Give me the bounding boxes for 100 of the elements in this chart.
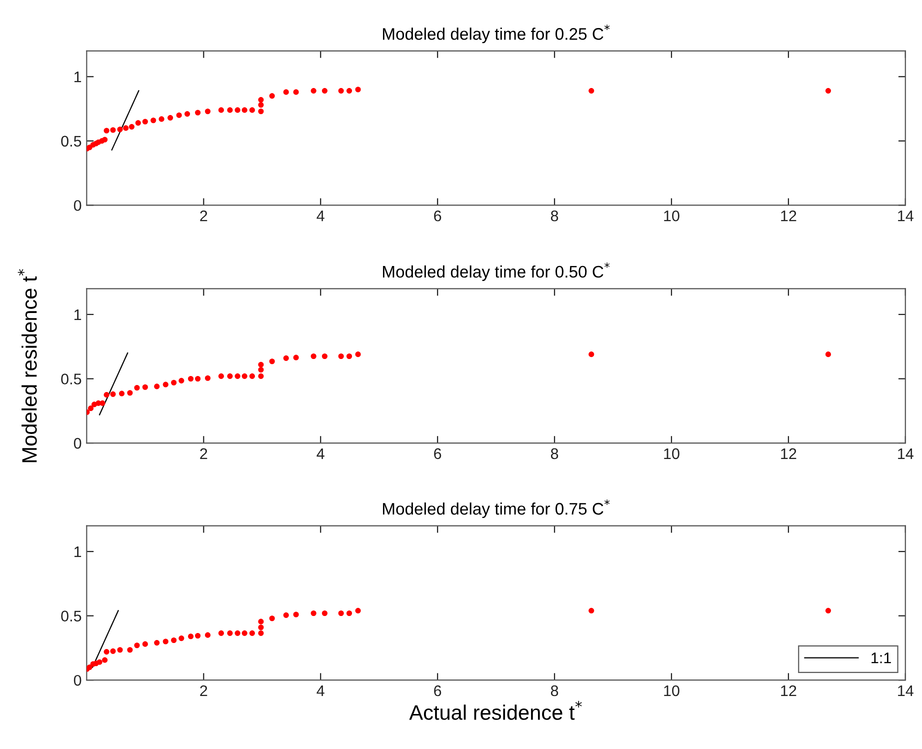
x-tick-label: 14	[898, 686, 914, 696]
x-axis-title: Actual residence t$^{*}$	[409, 700, 582, 720]
point	[96, 659, 102, 665]
point	[355, 608, 361, 614]
y-tick-label: 0.5	[61, 610, 82, 622]
x-tick-label: 4	[316, 210, 324, 222]
point	[322, 610, 328, 616]
point	[293, 89, 299, 95]
point	[134, 642, 140, 648]
point	[178, 378, 184, 384]
point	[128, 124, 134, 130]
point	[258, 630, 264, 636]
point	[346, 610, 352, 616]
point	[249, 373, 255, 379]
point	[269, 358, 275, 364]
point	[588, 352, 594, 358]
point	[293, 612, 299, 618]
point	[283, 355, 289, 361]
point	[168, 115, 174, 121]
point	[227, 373, 233, 379]
y-tick-label: 0.5	[61, 374, 82, 384]
point	[258, 102, 264, 108]
point	[283, 612, 289, 618]
point	[227, 107, 233, 113]
y-tick-label: 1	[74, 309, 82, 320]
point	[142, 118, 148, 124]
x-tick-label: 12	[781, 685, 796, 696]
x-tick-label: 6	[434, 448, 442, 460]
point	[242, 107, 248, 113]
point	[242, 630, 248, 636]
point	[355, 352, 361, 358]
y-tick-label: 1	[74, 546, 82, 558]
point	[258, 362, 264, 368]
x-tick-label: 10	[664, 685, 680, 696]
y-tick-label: 0	[74, 200, 82, 211]
x-tick-label: 14	[898, 448, 914, 459]
point	[195, 110, 201, 116]
y-tick-label: 0	[74, 438, 82, 449]
point	[134, 384, 140, 391]
chart-title: Modeled delay time for 0.50 C$^{*}$	[382, 262, 610, 281]
point	[258, 366, 264, 373]
x-tick-label: 8	[550, 210, 558, 222]
point	[127, 647, 133, 653]
point	[104, 649, 110, 655]
point	[322, 88, 328, 94]
x-tick-label: 12	[781, 448, 796, 459]
point	[117, 126, 123, 132]
point	[338, 88, 344, 94]
chart-title: Modeled delay time for 0.75 C$^{*}$	[382, 500, 610, 518]
point	[123, 125, 129, 131]
point	[110, 648, 116, 654]
y-tick-label: 0.5	[61, 136, 82, 147]
point	[158, 116, 164, 122]
point	[269, 93, 275, 99]
point	[346, 353, 352, 360]
point	[218, 373, 224, 379]
x-tick-label: 8	[550, 448, 558, 460]
point	[188, 376, 194, 382]
point	[154, 640, 160, 646]
point	[218, 107, 224, 113]
point	[102, 657, 108, 663]
point	[346, 88, 352, 94]
point	[204, 632, 210, 638]
x-tick-label: 10	[664, 210, 680, 222]
point	[258, 624, 264, 630]
point	[127, 390, 133, 396]
x-tick-label: 6	[434, 685, 442, 696]
y-axis-title: Modeled residence t$^{*}$	[18, 269, 37, 462]
point	[258, 108, 264, 114]
point	[171, 637, 177, 644]
point	[154, 384, 160, 390]
point	[355, 86, 361, 92]
x-tick-label: 2	[200, 448, 208, 459]
point	[234, 373, 240, 379]
point	[310, 353, 316, 360]
point	[293, 354, 299, 360]
point	[117, 647, 123, 653]
point	[588, 608, 594, 614]
chart-title: Modeled delay time for 0.25 C$^{*}$	[382, 24, 610, 44]
y-tick-label: 0	[74, 674, 82, 686]
point	[150, 118, 156, 124]
point	[825, 88, 831, 94]
x-tick-label: 12	[781, 210, 796, 222]
point	[234, 630, 240, 636]
point	[178, 636, 184, 642]
point	[162, 382, 168, 388]
x-tick-label: 10	[664, 448, 680, 460]
point	[86, 664, 92, 670]
point	[588, 88, 594, 94]
point	[227, 630, 233, 636]
point	[188, 634, 194, 640]
point	[204, 108, 210, 114]
point	[184, 111, 190, 117]
point	[171, 380, 177, 386]
x-tick-label: 8	[550, 685, 558, 696]
x-tick-label: 2	[200, 685, 208, 696]
point	[258, 97, 264, 103]
point	[100, 400, 106, 406]
point	[234, 107, 240, 113]
point	[338, 610, 344, 616]
